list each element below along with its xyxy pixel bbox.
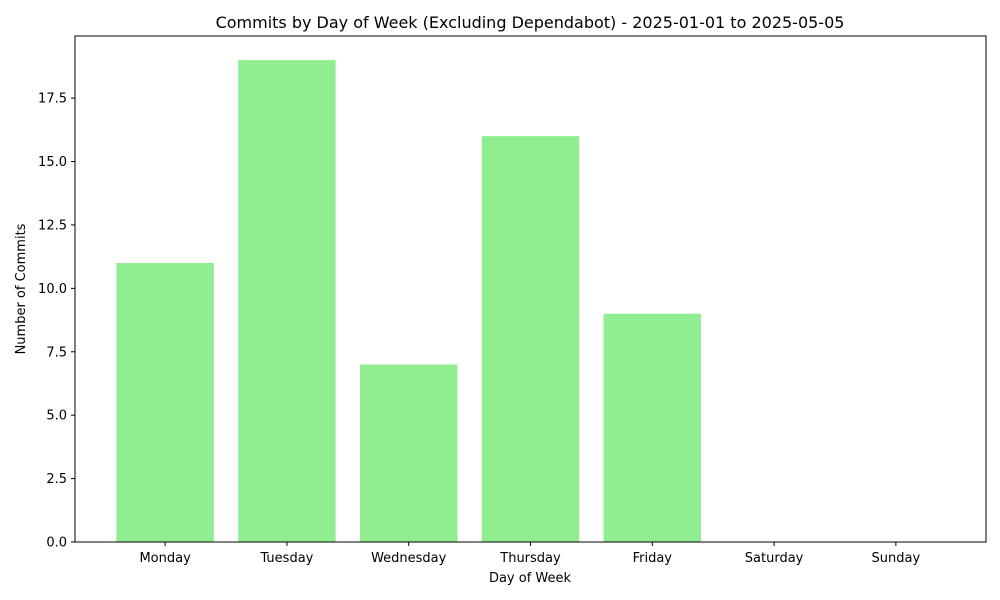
y-tick-label: 5.0 xyxy=(46,409,67,424)
bar-tuesday xyxy=(238,60,336,542)
x-tick-label-wednesday: Wednesday xyxy=(371,551,447,566)
x-tick-label-sunday: Sunday xyxy=(872,551,921,566)
x-tick-label-saturday: Saturday xyxy=(745,551,804,566)
y-tick-label: 7.5 xyxy=(46,345,67,360)
y-tick-label: 15.0 xyxy=(38,155,67,170)
bar-thursday xyxy=(481,136,580,542)
x-axis-ticks: Monday Tuesday Wednesday Thursday Friday Satu… xyxy=(139,542,920,566)
x-tick-label-thursday: Thursday xyxy=(499,551,561,566)
plot-frame xyxy=(74,35,987,543)
bar-friday xyxy=(603,313,701,542)
bar-wednesday xyxy=(359,364,458,542)
y-tick-label: 10.0 xyxy=(38,282,67,297)
y-tick-label: 17.5 xyxy=(38,92,67,107)
x-tick-label-tuesday: Tuesday xyxy=(259,551,313,566)
x-tick-label-friday: Friday xyxy=(633,551,673,566)
x-axis-label: Day of Week xyxy=(489,571,572,586)
x-tick-label-monday: Monday xyxy=(139,551,191,566)
bars-group xyxy=(116,60,701,542)
y-tick-label: 12.5 xyxy=(38,218,67,233)
y-tick-label: 2.5 xyxy=(46,472,67,487)
y-axis-ticks: 0.0 2.5 5.0 7.5 10.0 12.5 15.0 17.5 xyxy=(38,92,75,551)
bar-monday xyxy=(116,263,214,542)
y-tick-label: 0.0 xyxy=(46,536,67,551)
chart-title: Commits by Day of Week (Excluding Depend… xyxy=(216,13,845,32)
y-axis-label: Number of Commits xyxy=(14,223,29,354)
